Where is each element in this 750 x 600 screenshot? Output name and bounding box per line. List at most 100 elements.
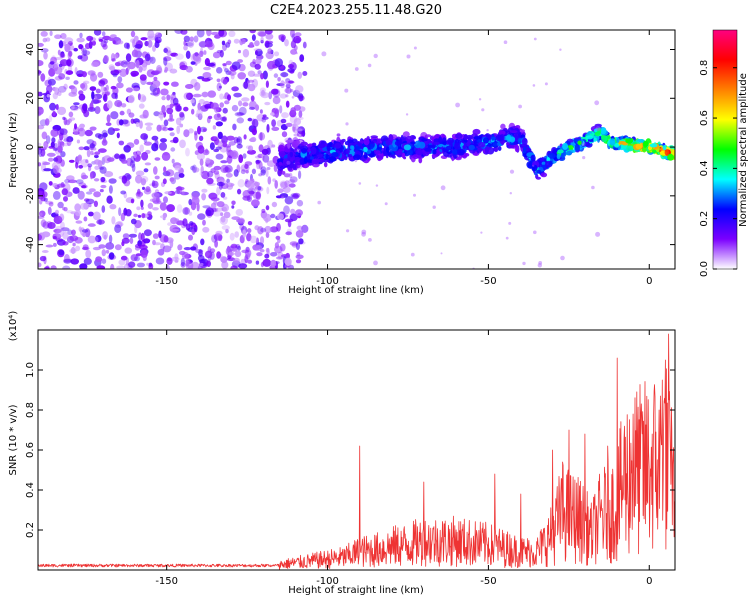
spectrogram-cell	[367, 63, 372, 68]
spectrogram-cell	[78, 44, 83, 50]
spectrogram-cell	[258, 161, 263, 170]
spectrogram-cell	[541, 161, 546, 165]
spectrogram-cell	[152, 45, 156, 52]
spectrogram-cell	[181, 190, 185, 196]
spectrogram-cell	[53, 62, 59, 69]
spectrogram-cell	[162, 126, 169, 132]
spectrogram-cell	[303, 156, 308, 164]
spectrogram-cell	[52, 236, 57, 240]
spectrogram-cell	[301, 224, 309, 233]
snr-y-axis-label: SNR (10 * v/v)	[8, 404, 19, 475]
spectrogram-cell	[248, 106, 256, 110]
spectrogram-cell	[326, 144, 331, 152]
spectrogram-cell	[112, 128, 120, 132]
spectrogram-cell	[277, 77, 281, 82]
spectrogram-cell	[559, 48, 562, 51]
spectrogram-cell	[237, 59, 244, 63]
spectrogram-cell	[355, 145, 361, 151]
spectrogram-cell	[265, 232, 270, 238]
spectrogram-cell	[96, 265, 106, 269]
spectrogram-cell	[220, 164, 229, 174]
spectrogram-cell	[83, 216, 88, 222]
spectrogram-cell	[616, 137, 620, 143]
spectrogram-cell	[215, 121, 223, 127]
spectrogram-cell	[242, 190, 251, 199]
spectrogram-cell	[601, 134, 608, 143]
spectrogram-cell	[503, 40, 508, 44]
spectrogram-cell	[59, 53, 66, 59]
spectrogram-cell	[153, 242, 162, 246]
spectrogram-cell	[138, 232, 142, 241]
spectrogram-cell	[231, 205, 235, 209]
spectrogram-cell	[144, 122, 154, 126]
spectrogram-cell	[508, 221, 512, 225]
spectrogram-cell	[175, 117, 182, 126]
spectrogram-cell	[129, 237, 134, 244]
spectrogram-cell	[194, 132, 198, 141]
spectrogram-cell	[585, 135, 594, 140]
spectrogram-cell	[519, 129, 525, 133]
spectrogram-cell	[47, 78, 56, 86]
spectrogram-cell	[509, 192, 512, 195]
spectrogram-cell	[246, 233, 252, 242]
spectrogram-cell	[108, 252, 115, 260]
spectrogram-cell	[222, 78, 228, 85]
snr-scale-note: (x10⁴)	[8, 311, 19, 342]
spectrogram-cell	[91, 99, 100, 105]
spectrogram-cell	[294, 156, 301, 163]
spectrogram-cell	[77, 190, 85, 200]
spectrogram-cell	[228, 251, 235, 256]
spectrogram-cell	[291, 33, 296, 42]
x-tick-label: -150	[155, 576, 178, 587]
spectrogram-cell	[38, 42, 44, 47]
spectrogram-cell	[581, 142, 586, 147]
spectrogram-cell	[193, 35, 199, 43]
snr-series-line	[38, 333, 675, 570]
spectrogram-cell	[42, 221, 50, 229]
spectrogram-cell	[125, 53, 132, 62]
spectrogram-cell	[600, 127, 607, 135]
spectrogram-cell	[103, 55, 109, 63]
spectrogram-cell	[116, 82, 124, 89]
spectrogram-cell	[146, 81, 154, 85]
spectrogram-cell	[72, 187, 80, 194]
spectrogram-cell	[164, 191, 172, 195]
spectrogram-cell	[185, 84, 194, 89]
spectrogram-cell	[535, 176, 542, 180]
spectrogram-cell	[274, 180, 279, 189]
spectrogram-x-axis-label: Height of straight line (km)	[288, 285, 424, 296]
spectrogram-cell	[198, 135, 204, 141]
spectrogram-cell	[128, 261, 136, 268]
spectrogram-cell	[213, 200, 218, 205]
spectrogram-cell	[549, 161, 553, 166]
spectrogram-cell	[418, 141, 426, 149]
spectrogram-cell	[283, 173, 291, 178]
spectrogram-cell	[667, 153, 675, 161]
spectrogram-cell	[56, 183, 66, 188]
spectrogram-cell	[157, 249, 165, 256]
spectrogram-cell	[119, 68, 128, 78]
spectrogram-cell	[215, 153, 224, 160]
spectrogram-cell	[101, 139, 108, 146]
spectrogram-cell	[176, 125, 181, 135]
spectrogram-cell	[211, 234, 218, 243]
spectrogram-cell	[196, 108, 203, 117]
spectrogram-cell	[197, 76, 205, 80]
spectrogram-cell	[249, 187, 254, 196]
spectrogram-cell	[42, 191, 48, 198]
spectrogram-cell	[302, 41, 307, 49]
spectrogram-cell	[257, 30, 267, 37]
spectrogram-cell	[81, 71, 88, 78]
spectrogram-cell	[238, 106, 247, 116]
spectrogram-cell	[664, 149, 669, 156]
spectrogram-cell	[277, 188, 284, 193]
spectrogram-cell	[265, 205, 270, 211]
spectrogram-cell	[94, 165, 100, 170]
spectrogram-cell	[62, 231, 69, 240]
spectrogram-cell	[59, 213, 65, 222]
spectrogram-cell	[78, 146, 85, 151]
spectrogram-cell	[74, 203, 81, 212]
spectrogram-cell	[286, 160, 291, 165]
spectrogram-cell	[130, 70, 139, 77]
